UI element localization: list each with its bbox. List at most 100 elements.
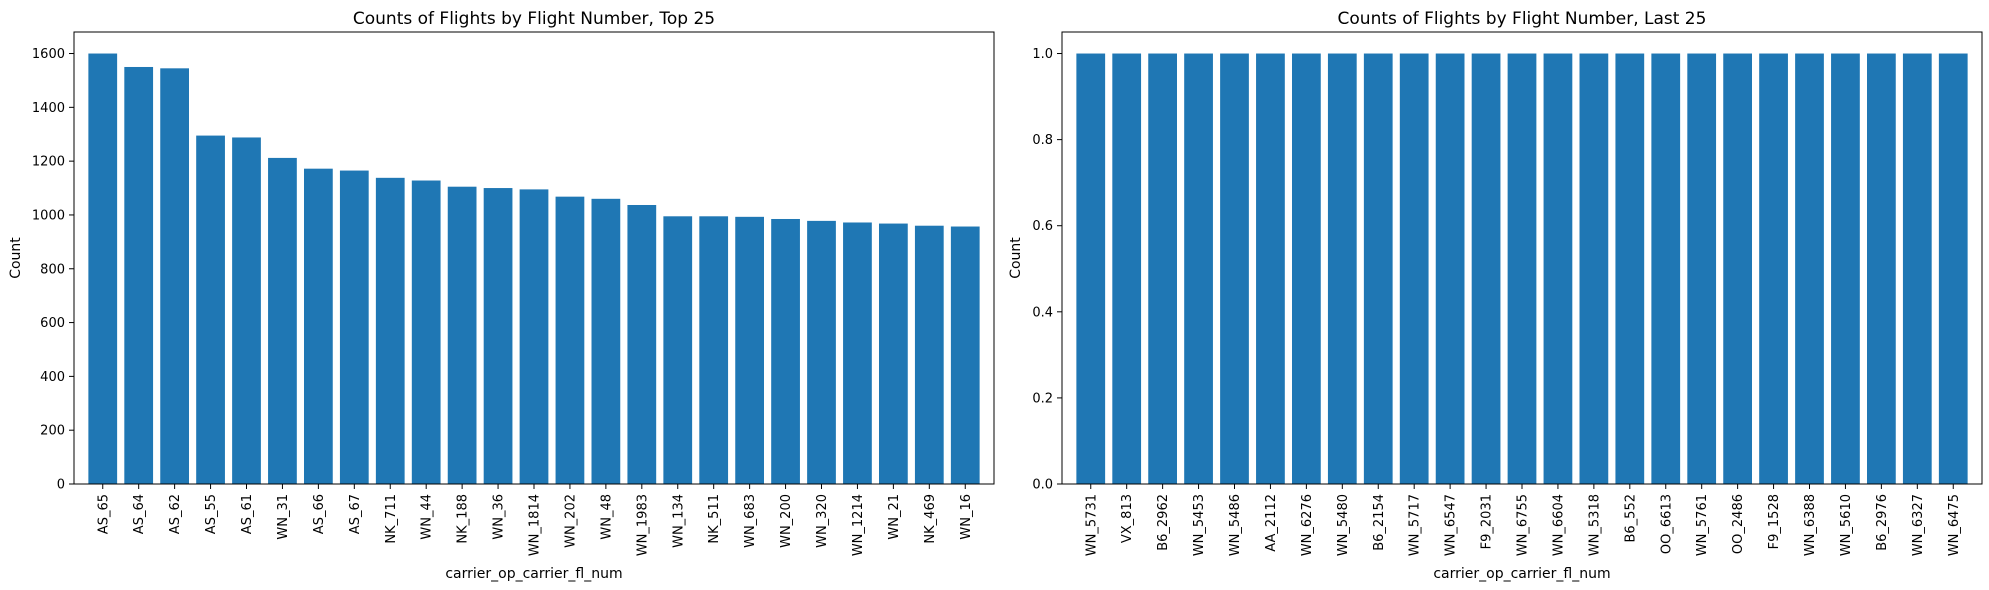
x-tick-label: WN_6755 (1516, 494, 1531, 556)
bar-WN_5486 (1220, 53, 1249, 485)
x-tick-label: OO_6613 (1659, 494, 1674, 554)
y-tick-label: 800 (40, 262, 65, 277)
x-tick-label: B6_2154 (1372, 494, 1387, 551)
x-tick-label: WN_1214 (851, 494, 866, 556)
bar-WN_5731 (1076, 53, 1106, 485)
x-tick-label: WN_16 (959, 494, 974, 540)
bar-NK_511 (699, 216, 729, 485)
y-tick-label: 200 (40, 424, 65, 439)
x-tick-label: WN_5486 (1228, 494, 1243, 556)
y-tick-label: 600 (40, 316, 65, 331)
x-tick-label: AS_65 (96, 494, 111, 534)
x-tick-label: WN_5717 (1408, 494, 1423, 556)
x-tick-label: WN_5318 (1587, 494, 1602, 556)
bar-WN_5480 (1327, 53, 1357, 485)
bar-AS_55 (196, 135, 225, 485)
bar-B6_552 (1615, 53, 1645, 485)
y-tick-label: 1200 (32, 155, 65, 170)
x-tick-label: WN_320 (815, 494, 830, 548)
bar-WN_6604 (1543, 53, 1573, 485)
chart-title: Counts of Flights by Flight Number, Last… (1338, 9, 1707, 29)
x-tick-label: AS_64 (132, 494, 147, 534)
bar-WN_6388 (1795, 53, 1824, 485)
x-tick-label: AA_2112 (1264, 494, 1279, 552)
bar-WN_6327 (1902, 53, 1932, 485)
y-tick-label: 400 (40, 370, 65, 385)
y-tick-label: 0.0 (1032, 478, 1053, 493)
bar-NK_711 (375, 177, 405, 485)
y-axis-label: Count (8, 237, 24, 279)
bar-AS_65 (88, 53, 118, 485)
bar-WN_6276 (1292, 53, 1321, 485)
bar-WN_6475 (1938, 53, 1968, 485)
x-tick-label: WN_6388 (1803, 494, 1818, 556)
bar-WN_1983 (627, 204, 657, 484)
x-tick-label: WN_5731 (1084, 494, 1099, 556)
bar-WN_5717 (1399, 53, 1429, 485)
bar-AS_66 (304, 168, 333, 484)
bar-WN_5761 (1687, 53, 1717, 485)
bar-B6_2976 (1867, 53, 1896, 485)
x-tick-label: WN_36 (492, 494, 507, 540)
bar-AA_2112 (1256, 53, 1285, 485)
x-tick-label: WN_44 (420, 494, 435, 540)
bar-WN_134 (663, 216, 693, 485)
bar-WN_5453 (1184, 53, 1213, 485)
bar-WN_320 (807, 220, 836, 484)
y-tick-label: 0.8 (1032, 133, 1053, 148)
bar-WN_6547 (1435, 53, 1465, 485)
bar-WN_48 (591, 198, 621, 485)
y-tick-label: 0 (57, 478, 65, 493)
chart-title: Counts of Flights by Flight Number, Top … (353, 9, 715, 29)
bar-F9_2031 (1471, 53, 1501, 485)
y-axis-label: Count (1008, 237, 1024, 279)
x-tick-label: NK_711 (384, 494, 399, 544)
x-tick-label: WN_5480 (1336, 494, 1351, 556)
x-tick-label: B6_2962 (1156, 494, 1171, 551)
x-tick-label: AS_61 (240, 494, 255, 534)
x-tick-label: WN_134 (671, 494, 686, 548)
x-tick-label: WN_6604 (1551, 494, 1566, 556)
x-tick-label: WN_6475 (1947, 494, 1962, 556)
bar-F9_1528 (1759, 53, 1788, 485)
x-tick-label: WN_6547 (1444, 494, 1459, 556)
x-tick-label: AS_66 (312, 494, 327, 534)
bar-AS_67 (339, 170, 369, 485)
x-tick-label: WN_5761 (1695, 494, 1710, 556)
bar-WN_36 (483, 188, 513, 485)
bar-WN_1814 (519, 189, 549, 484)
x-tick-label: NK_511 (707, 494, 722, 544)
x-tick-label: VX_813 (1120, 494, 1135, 543)
x-tick-label: WN_6276 (1300, 494, 1315, 556)
bar-WN_5318 (1579, 53, 1609, 485)
y-tick-label: 1400 (32, 101, 65, 116)
x-tick-label: WN_683 (743, 494, 758, 548)
bar-WN_31 (268, 157, 297, 484)
x-tick-label: WN_48 (599, 494, 614, 540)
bar-AS_62 (160, 68, 189, 485)
y-tick-label: 1000 (32, 208, 65, 223)
x-tick-label: WN_6327 (1911, 494, 1926, 556)
bar-WN_21 (879, 223, 908, 485)
bar-AS_64 (124, 66, 154, 484)
bar-B6_2962 (1148, 53, 1177, 485)
last-25-chart: Counts of Flights by Flight Number, Last… (1008, 9, 1983, 582)
y-tick-label: 1600 (32, 47, 65, 62)
bar-WN_200 (771, 218, 800, 484)
bar-OO_2486 (1723, 53, 1752, 485)
x-tick-label: AS_67 (348, 494, 363, 534)
bar-WN_16 (950, 226, 980, 484)
x-tick-label: F9_1528 (1767, 494, 1782, 549)
x-tick-label: F9_2031 (1480, 494, 1495, 549)
bar-VX_813 (1112, 53, 1142, 485)
x-tick-label: WN_31 (276, 494, 291, 540)
top-25-chart: Counts of Flights by Flight Number, Top … (8, 9, 995, 582)
x-tick-label: WN_1814 (528, 494, 543, 556)
x-tick-label: B6_2976 (1875, 494, 1890, 551)
x-tick-label: WN_21 (887, 494, 902, 540)
x-tick-label: WN_5610 (1839, 494, 1854, 556)
bar-NK_469 (914, 225, 944, 484)
y-tick-label: 0.2 (1032, 391, 1053, 406)
x-axis-label: carrier_op_carrier_fl_num (445, 566, 622, 582)
bar-NK_188 (447, 186, 477, 484)
